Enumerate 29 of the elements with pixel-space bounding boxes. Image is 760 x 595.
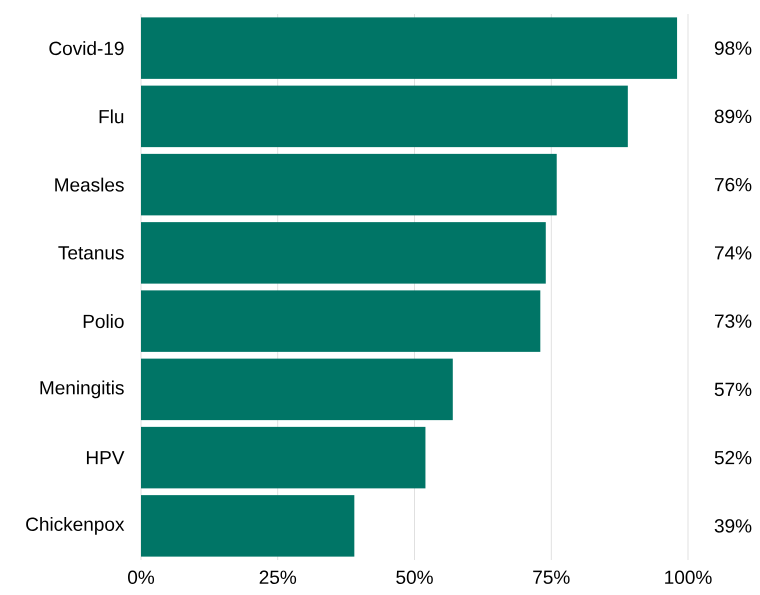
x-tick-label: 50% — [396, 570, 433, 584]
data-label: 74% — [714, 246, 752, 260]
bar — [140, 358, 453, 420]
y-tick-label: HPV — [86, 451, 124, 464]
x-tick-label: 75% — [533, 570, 570, 584]
x-tick-label: 100% — [665, 570, 712, 584]
bar — [140, 17, 678, 79]
data-label: 52% — [714, 450, 752, 464]
y-tick-label: Measles — [55, 178, 124, 192]
data-label: 57% — [714, 382, 752, 396]
bar — [140, 86, 628, 148]
y-tick-label: Meningitis — [40, 380, 124, 398]
bar — [140, 495, 354, 557]
data-label: 89% — [714, 110, 752, 124]
bar — [140, 290, 540, 352]
y-tick-label: Chickenpox — [26, 517, 124, 535]
y-tick-label: Tetanus — [58, 246, 124, 260]
data-label: 39% — [714, 519, 752, 533]
y-tick-label: Polio — [84, 314, 124, 328]
data-label: 76% — [714, 178, 752, 192]
data-label: 98% — [714, 41, 752, 55]
bar — [140, 426, 426, 488]
y-tick-label: Flu — [100, 109, 124, 124]
bar — [140, 222, 546, 284]
bar — [140, 154, 557, 216]
y-tick-label: Covid-19 — [49, 41, 124, 56]
x-tick-label: 25% — [260, 570, 296, 584]
data-label: 73% — [714, 314, 752, 328]
x-tick-label: 0% — [128, 570, 154, 584]
